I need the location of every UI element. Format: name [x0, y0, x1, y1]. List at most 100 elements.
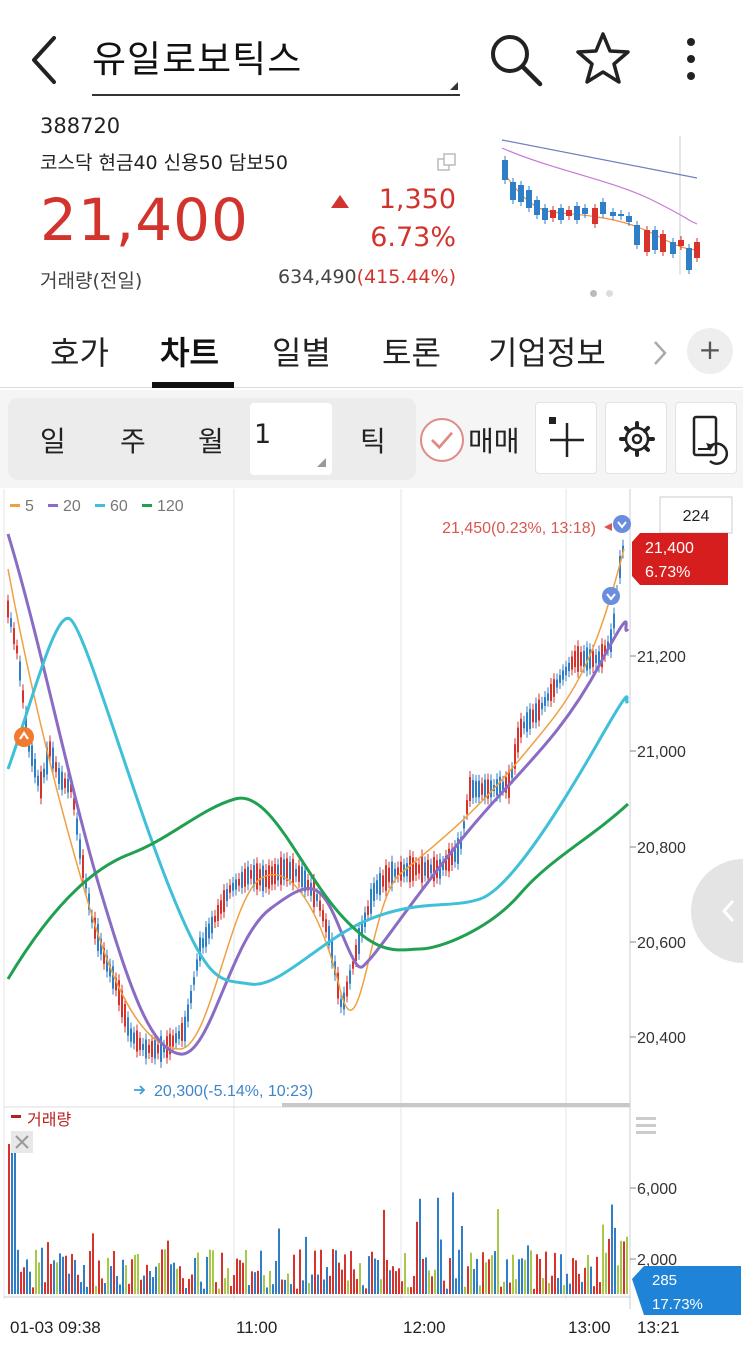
candle-body	[112, 966, 114, 989]
dropdown-corner-icon	[450, 82, 458, 90]
candle-body	[253, 865, 255, 886]
candle-body	[172, 1035, 174, 1047]
stock-name-selector[interactable]: 유일로보틱스	[92, 30, 460, 96]
volume-bar	[485, 1262, 487, 1294]
volume-bar	[380, 1279, 382, 1294]
crosshair-icon	[549, 417, 584, 457]
price-change: 1,350	[378, 184, 456, 215]
sell-signal-icon[interactable]	[613, 515, 631, 533]
volume-bar	[503, 1281, 505, 1294]
candle-body	[577, 646, 579, 672]
chevron-left-icon[interactable]	[22, 32, 66, 88]
menu-lines-icon[interactable]	[636, 1117, 656, 1134]
candle-body	[211, 916, 213, 934]
volume-bar	[494, 1251, 496, 1294]
candle-body	[475, 780, 477, 798]
mini-candle	[542, 208, 548, 220]
volume-bar	[161, 1249, 163, 1294]
candle-body	[457, 838, 459, 864]
volume-bar	[50, 1263, 52, 1294]
volume-bar	[62, 1256, 64, 1294]
tab-quote[interactable]: 호가	[50, 334, 109, 372]
candle-body	[229, 885, 231, 893]
candle-body	[499, 776, 501, 797]
candle-body	[136, 1030, 138, 1052]
tab-chart[interactable]: 차트	[160, 334, 219, 372]
candle-body	[187, 1004, 189, 1022]
tab-company-info[interactable]: 기업정보	[488, 334, 606, 372]
chevron-right-icon[interactable]	[650, 338, 670, 368]
candle-body	[592, 650, 594, 668]
period-month[interactable]: 월	[198, 425, 224, 458]
candle-body	[175, 1033, 177, 1043]
volume-bar	[449, 1258, 451, 1294]
buy-signal-icon[interactable]	[14, 727, 34, 747]
tick-count-input[interactable]: 1	[250, 403, 332, 475]
volume-bar	[191, 1274, 193, 1294]
volume-bar	[407, 1287, 409, 1294]
sell-signal-icon[interactable]	[602, 587, 620, 605]
candle-body	[262, 865, 264, 892]
volume-bar	[278, 1228, 280, 1294]
candle-body	[595, 654, 597, 664]
settings-button[interactable]	[605, 402, 667, 474]
crosshair-button[interactable]	[535, 402, 597, 474]
add-tab-button[interactable]: +	[687, 328, 733, 374]
check-icon[interactable]	[420, 418, 464, 462]
period-day[interactable]: 일	[40, 425, 66, 458]
volume-bar	[122, 1259, 124, 1294]
tick-count-value: 1	[254, 419, 272, 450]
price-chart[interactable]: 5 20 60 120 224 21,450(0.23%, 13:18) 20,300…	[0, 489, 743, 1354]
mini-chart[interactable]	[492, 130, 712, 275]
current-volume-tag	[632, 1266, 741, 1315]
candle-body	[385, 865, 387, 891]
copy-icon[interactable]	[437, 152, 457, 172]
volume-bar	[68, 1273, 70, 1294]
scroll-thumb[interactable]	[282, 1103, 630, 1107]
volume-bar	[254, 1272, 256, 1294]
period-tick[interactable]: 틱	[360, 425, 386, 458]
candle-body	[109, 964, 111, 977]
tab-discussion[interactable]: 토론	[382, 334, 441, 372]
count-badge[interactable]	[659, 496, 733, 534]
volume-bar	[242, 1262, 244, 1294]
volume-bar	[230, 1286, 232, 1294]
candle-body	[562, 670, 564, 680]
period-week[interactable]: 주	[120, 425, 146, 458]
candle-body	[517, 727, 519, 753]
candle-body	[277, 864, 279, 881]
volume-bar	[104, 1283, 106, 1294]
tab-daily[interactable]: 일별	[272, 334, 331, 372]
volume-bar	[296, 1288, 298, 1294]
search-icon[interactable]	[486, 30, 544, 88]
mini-candle	[510, 182, 516, 200]
rotate-button[interactable]	[675, 402, 737, 474]
candle-body	[97, 923, 99, 951]
volume-bar	[125, 1265, 127, 1294]
star-icon[interactable]	[574, 30, 632, 88]
volume-bar	[260, 1250, 262, 1294]
candle-body	[235, 879, 237, 890]
ma-legend-swatch	[142, 504, 152, 507]
candle-body	[313, 879, 315, 907]
volume-label: 거래량(전일)	[40, 270, 143, 292]
volume-bar	[536, 1254, 538, 1294]
candle-body	[151, 1040, 153, 1058]
price-tick-label: 20,800	[637, 840, 686, 857]
volume-bar	[470, 1252, 472, 1294]
trade-toggle-label[interactable]: 매매	[468, 425, 520, 458]
volume-bar	[140, 1279, 142, 1294]
side-panel-handle[interactable]	[691, 859, 743, 963]
volume-bar	[155, 1266, 157, 1294]
volume-bar	[92, 1233, 94, 1294]
volume-bar	[143, 1275, 145, 1294]
volume-bars	[8, 1144, 628, 1294]
candle-body	[85, 879, 87, 889]
volume-bar	[221, 1252, 223, 1294]
current-price-tag-pct: 6.73%	[645, 564, 690, 581]
mini-candle	[652, 230, 658, 250]
volume-bar	[500, 1286, 502, 1294]
volume-bar	[482, 1252, 484, 1294]
stock-code: 388720	[40, 114, 121, 138]
more-vertical-icon[interactable]	[662, 30, 720, 88]
